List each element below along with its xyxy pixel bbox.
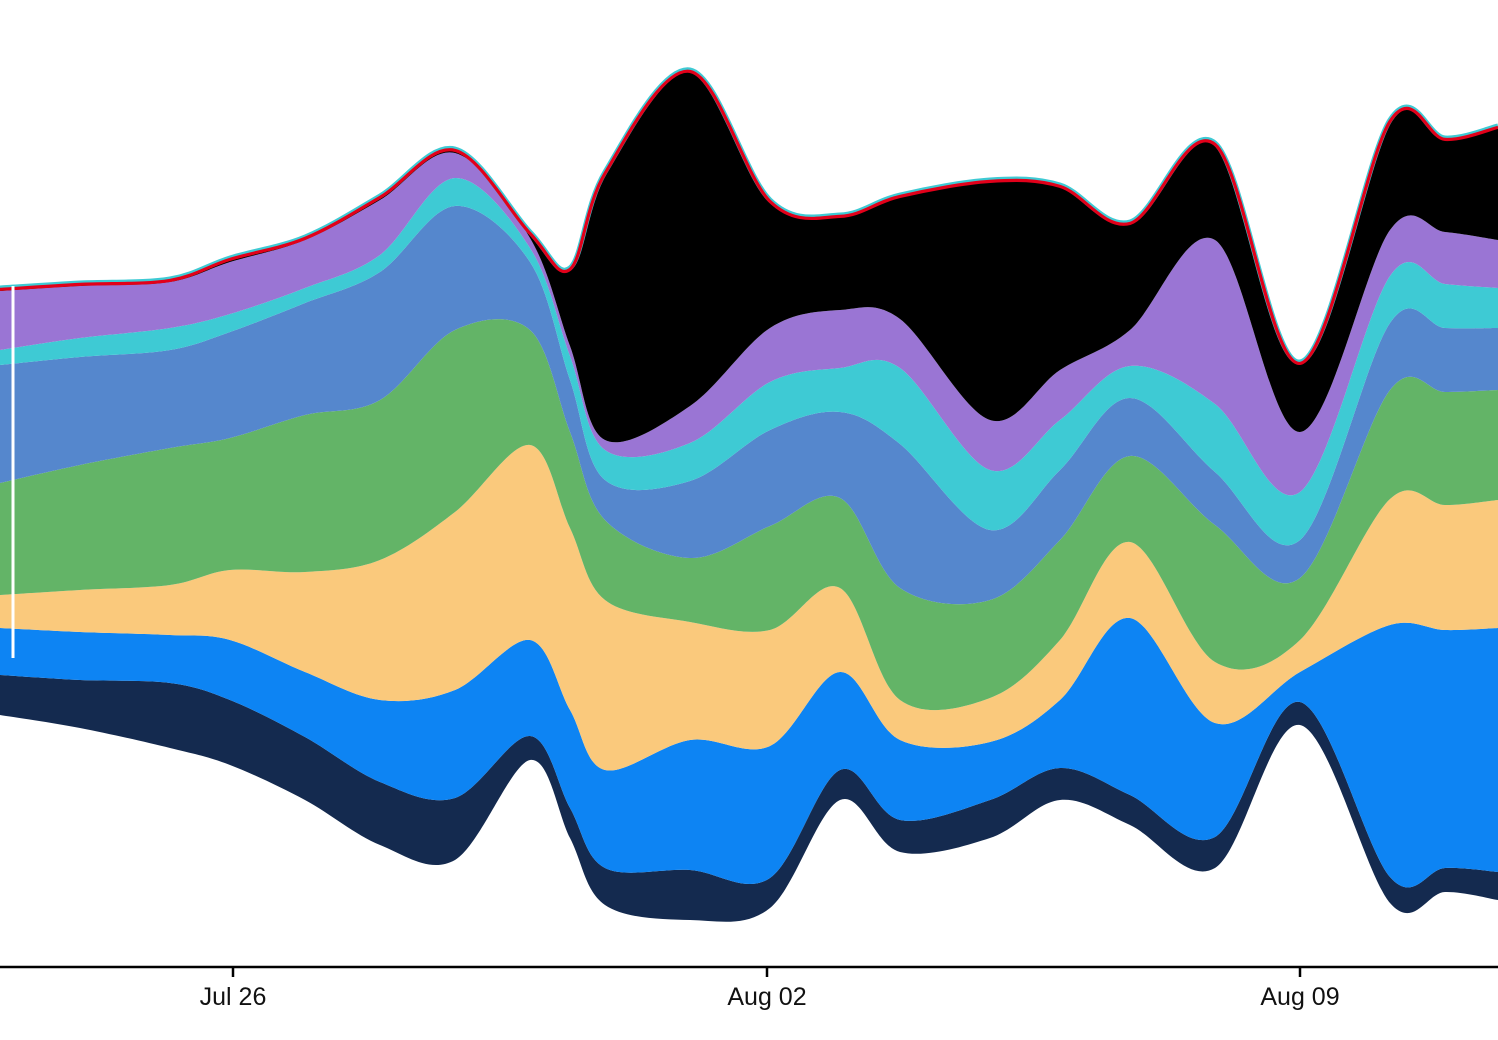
layer-black xyxy=(0,69,1498,443)
x-tick-label-aug02: Aug 02 xyxy=(727,983,807,1011)
layer-navy xyxy=(0,675,1498,922)
top-edge-red-line xyxy=(0,69,1498,365)
x-tick-label-jul26: Jul 26 xyxy=(199,983,267,1011)
layer-green xyxy=(0,319,1498,711)
layer-cyan xyxy=(0,177,1498,546)
layer-orange xyxy=(0,444,1498,771)
layer-steel-blue xyxy=(0,205,1498,605)
x-tick-label-aug09: Aug 09 xyxy=(1260,983,1340,1011)
layer-blue xyxy=(0,617,1498,888)
layer-purple xyxy=(0,152,1498,496)
